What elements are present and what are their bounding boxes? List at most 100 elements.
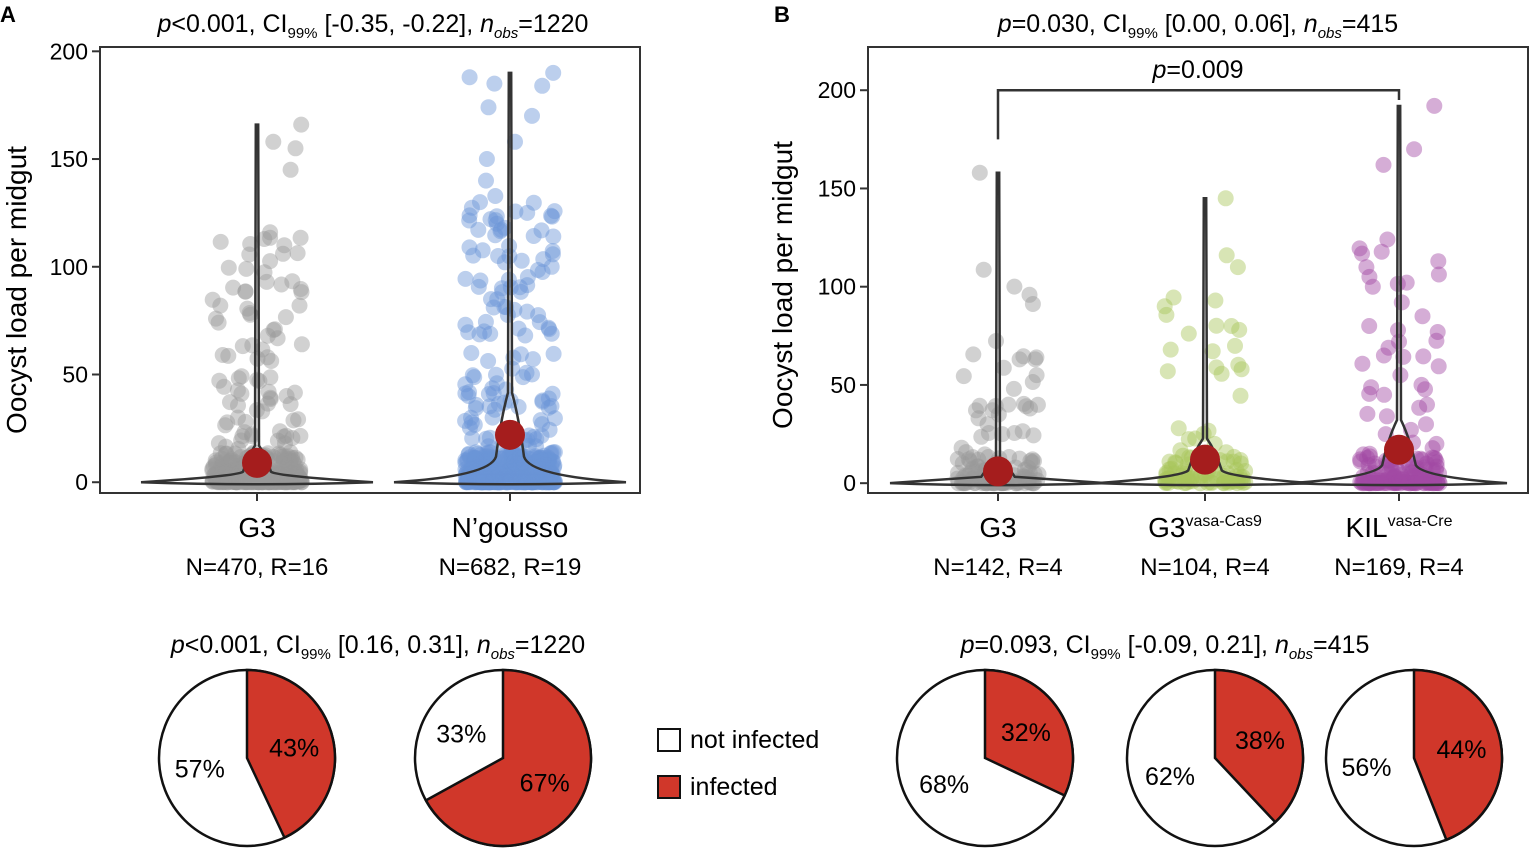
data-point [283, 474, 300, 491]
data-point [523, 473, 540, 490]
data-point [1430, 253, 1447, 270]
data-point [525, 474, 542, 490]
data-point [284, 430, 301, 446]
data-point [537, 451, 554, 468]
data-point [511, 474, 528, 491]
data-point [1192, 475, 1209, 492]
pie-label-not-infected-a-1: 57% [175, 756, 225, 784]
data-point [1014, 423, 1031, 440]
data-point [964, 471, 980, 488]
data-point [464, 430, 481, 447]
data-point [1200, 422, 1217, 439]
data-point [514, 474, 531, 491]
data-point [275, 451, 292, 468]
panel-b-plot-frame [867, 46, 1529, 494]
data-point [1178, 465, 1195, 482]
data-point [493, 463, 509, 480]
data-point [524, 469, 541, 486]
data-point [1156, 298, 1173, 315]
data-point [223, 464, 240, 481]
data-point [236, 474, 253, 491]
data-point [1419, 396, 1435, 413]
data-point [246, 474, 263, 491]
data-point [529, 474, 546, 491]
data-point [205, 458, 222, 475]
data-point [465, 247, 482, 264]
data-point [461, 207, 478, 224]
data-point [238, 473, 255, 490]
data-point [253, 474, 270, 490]
panel-letter-b: B [774, 2, 790, 27]
data-point [546, 410, 563, 427]
data-point [508, 474, 525, 491]
data-point [481, 398, 498, 415]
data-point [285, 412, 302, 429]
data-point [527, 449, 544, 466]
data-point [970, 451, 987, 468]
data-point [538, 453, 554, 470]
data-point [1027, 351, 1044, 368]
data-point [217, 445, 234, 462]
panel-a-stat-title: p<0.001, CI99% [-0.35, -0.22], nobs=1220 [157, 10, 589, 42]
data-point [531, 470, 547, 487]
pie-label-not-infected-b-3: 56% [1341, 754, 1391, 782]
data-point [488, 473, 504, 490]
data-point [457, 376, 474, 393]
data-point [1406, 141, 1423, 158]
data-point [1408, 475, 1425, 492]
data-point [534, 474, 551, 491]
data-point [546, 473, 563, 490]
data-point [516, 470, 533, 487]
data-point [524, 474, 541, 491]
data-point [520, 463, 537, 480]
data-point [493, 473, 510, 490]
data-point [272, 446, 289, 463]
data-point [457, 452, 474, 469]
data-point [973, 428, 990, 445]
data-point [531, 450, 548, 467]
pie-infected-a-1 [245, 668, 337, 840]
data-point [525, 194, 542, 211]
data-point [236, 424, 253, 441]
data-point [534, 474, 551, 491]
data-point [484, 409, 501, 426]
data-point [511, 470, 528, 487]
data-point [471, 468, 488, 485]
data-point [1360, 475, 1377, 492]
data-point [1355, 446, 1372, 463]
data-point [476, 323, 493, 340]
significance-bracket [996, 88, 1401, 140]
data-point [485, 465, 502, 482]
data-point [545, 474, 562, 491]
data-point [239, 474, 256, 491]
data-point [482, 474, 499, 491]
data-point [267, 474, 284, 491]
data-point [534, 264, 551, 280]
data-point [485, 473, 502, 490]
pie-label-infected-a-1: 43% [269, 734, 319, 762]
mean-marker-g3 [1190, 444, 1220, 475]
data-point [1353, 475, 1370, 492]
data-point [1237, 474, 1254, 491]
data-point [488, 474, 504, 491]
data-point [543, 258, 560, 275]
data-point [1208, 359, 1225, 376]
data-point [528, 473, 544, 490]
data-point [506, 446, 522, 463]
data-point [1395, 348, 1412, 365]
data-point [464, 367, 481, 384]
data-point [1399, 474, 1415, 491]
data-point [475, 474, 492, 491]
data-point [490, 474, 507, 491]
legend-label-infected: infected [690, 773, 778, 801]
data-point [470, 278, 487, 295]
data-point [481, 429, 498, 446]
data-point [206, 466, 223, 483]
data-point [254, 474, 271, 491]
data-point [534, 77, 551, 94]
data-point [960, 467, 977, 484]
violin-outline-g3 [1096, 197, 1314, 487]
data-point [488, 470, 505, 487]
data-point [217, 417, 234, 434]
data-point [458, 474, 475, 491]
